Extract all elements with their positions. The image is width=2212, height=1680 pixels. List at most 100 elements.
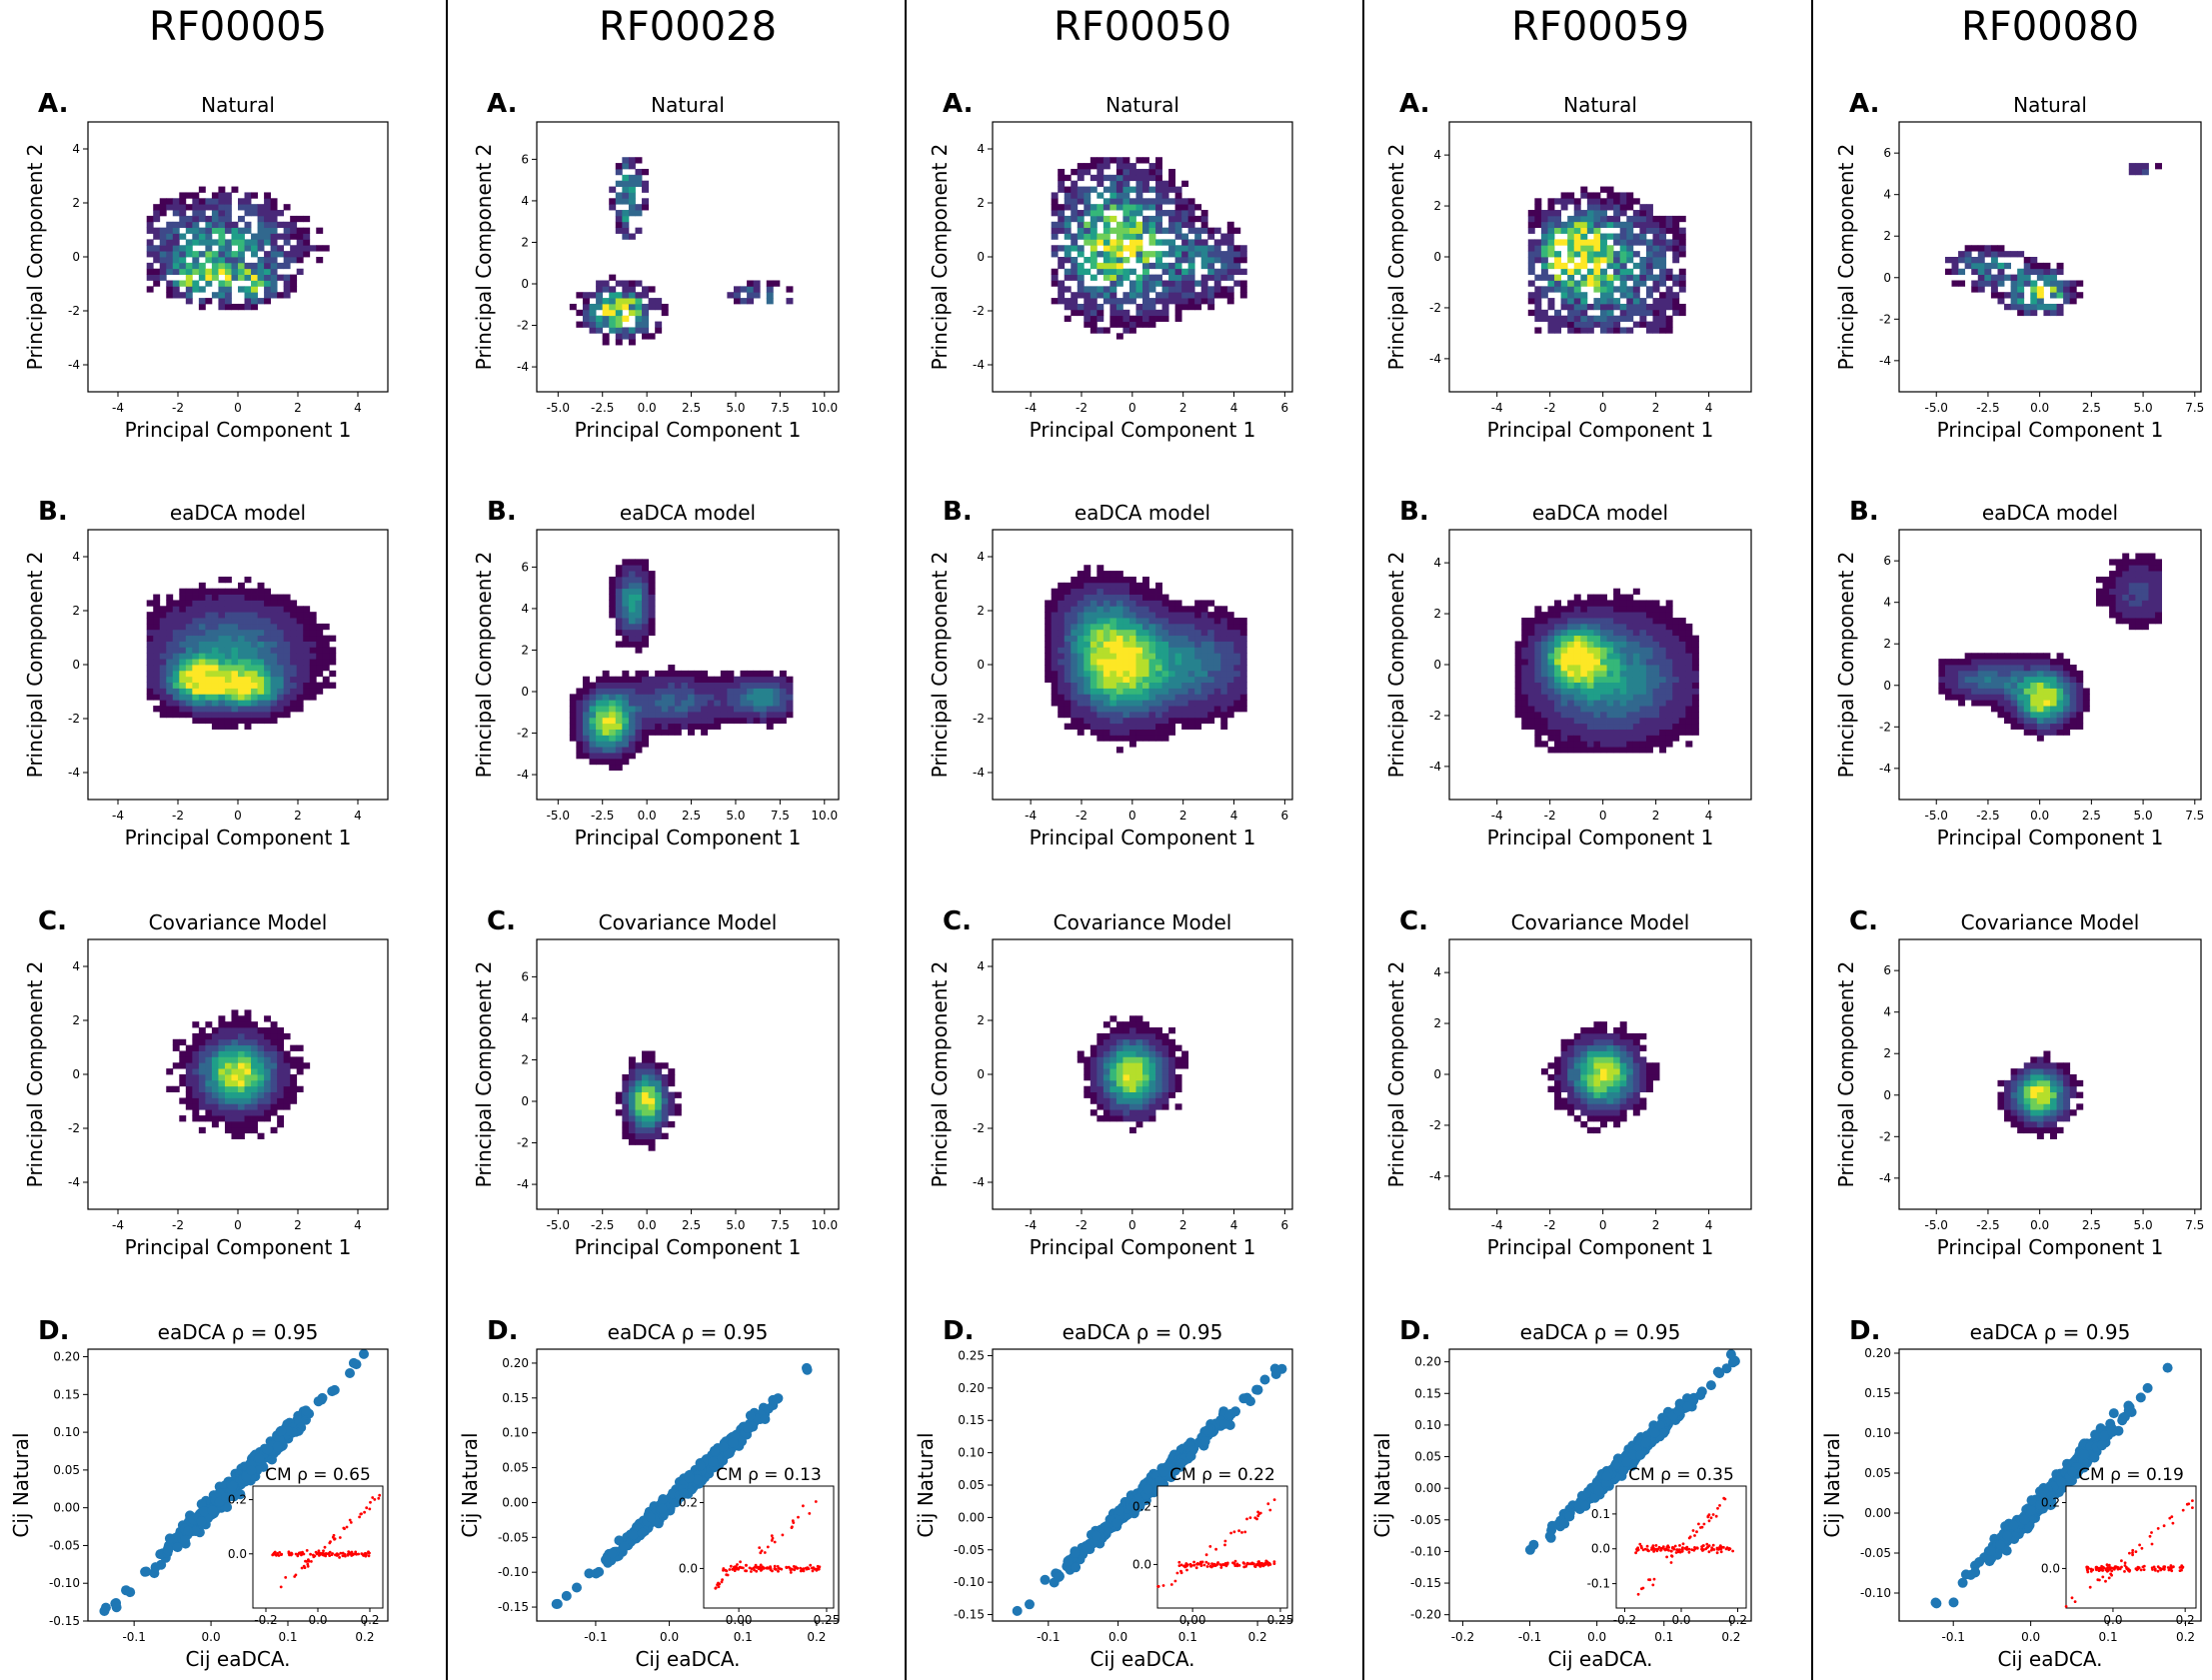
heatmap-cell [212,1039,219,1045]
heatmap-cell [1129,286,1136,292]
x-tick-label: 2.5 [682,1218,701,1232]
heatmap-cell [1220,636,1227,642]
heatmap-cell [1188,642,1195,648]
heatmap-cell [1109,612,1116,618]
heatmap-cell [218,606,225,612]
x-axis-label: Principal Component 1 [1030,826,1256,849]
heatmap-cell [1109,1015,1116,1021]
heatmap-cell [212,1045,219,1051]
heatmap-cell [1168,286,1175,292]
heatmap-cell [1175,677,1182,683]
heatmap-cell [714,683,721,689]
heatmap-cell [1097,577,1104,583]
heatmap-cell [1065,187,1072,193]
heatmap-cell [649,677,656,683]
heatmap-cell [329,683,336,689]
heatmap-cell [251,595,258,601]
heatmap-cell [212,1086,219,1092]
heatmap-cell [186,712,193,718]
heatmap-cell [642,688,649,694]
heatmap-cell [264,280,271,286]
heatmap-cell [251,671,258,677]
heatmap-cell [1214,292,1221,298]
heatmap-cell [231,1133,238,1139]
heatmap-cell [1135,665,1142,671]
heatmap-cell [629,624,636,630]
heatmap-cell [1142,286,1149,292]
x-tick-label: 2 [1179,401,1187,415]
heatmap-cell [1084,298,1091,304]
heatmap-cell [186,700,193,706]
heatmap-cell [205,198,212,204]
heatmap-cell [212,589,219,595]
heatmap-cell [721,677,728,683]
heatmap-cell [1142,724,1149,730]
heatmap-cell [1162,298,1169,304]
heatmap-cell [1116,280,1123,286]
heatmap-cell [780,694,787,700]
heatmap-cell [166,280,173,286]
heatmap-cell [655,298,662,304]
heatmap-cell [1207,712,1214,718]
heatmap-cell [290,1097,297,1103]
heatmap-cell [767,718,774,724]
heatmap-cell [277,606,284,612]
heatmap-cell [258,606,265,612]
heatmap-cell [1162,269,1169,275]
heatmap-cell [1162,210,1169,216]
heatmap-cell [192,1086,199,1092]
heatmap-cell [238,647,245,653]
heatmap-cell [271,1080,278,1086]
heatmap-cell [173,263,180,269]
heatmap-cell [225,1127,232,1133]
heatmap-cell [160,210,167,216]
heatmap-cell [622,181,629,187]
heatmap-cell [179,222,186,228]
heatmap-cell [1104,642,1110,648]
heatmap-cell [238,677,245,683]
heatmap-cell [271,257,278,263]
heatmap-cell [303,636,310,642]
heatmap-cell [1097,1103,1104,1109]
heatmap-cell [1091,322,1098,328]
heatmap-cell [179,1051,186,1057]
heatmap-cell [290,1092,297,1098]
heatmap-cell [662,683,669,689]
heatmap-cell [668,730,675,736]
heatmap-cell [616,718,623,724]
heatmap-cell [231,589,238,595]
heatmap-cell [218,1086,225,1092]
heatmap-cell [622,210,629,216]
heatmap-cell [1078,630,1085,636]
heatmap-cell [1104,694,1110,700]
heatmap-cell [1207,683,1214,689]
heatmap-cell [1149,239,1156,245]
heatmap-cell [1109,204,1116,210]
heatmap-cell [218,263,225,269]
heatmap-cell [1058,694,1065,700]
heatmap-cell [1162,187,1169,193]
heatmap-cell [1135,618,1142,624]
heatmap-cell [1188,683,1195,689]
heatmap-cell [212,683,219,689]
heatmap-cell [1135,612,1142,618]
heatmap-cell [616,216,623,222]
heatmap-cell [173,647,180,653]
heatmap-cell [642,304,649,310]
heatmap-cell [1078,718,1085,724]
heatmap-cell [147,600,154,606]
heatmap-cell [1194,245,1201,251]
heatmap-cell [277,683,284,689]
heatmap-cell [668,665,675,671]
heatmap-cell [1116,589,1123,595]
heatmap-cell [1175,234,1182,240]
heatmap-cell [741,700,748,706]
heatmap-cell [160,228,167,234]
heatmap-cell [616,1097,623,1103]
heatmap-cell [1109,257,1116,263]
cm-inset: -0.2 0.0 0.20.00.2CM ρ = 0.65 [228,1465,383,1627]
heatmap-cell [199,1062,206,1068]
heatmap-cell [1142,735,1149,741]
heatmap-cell [1109,1045,1116,1051]
y-axis-label: Principal Component 2 [23,552,47,779]
